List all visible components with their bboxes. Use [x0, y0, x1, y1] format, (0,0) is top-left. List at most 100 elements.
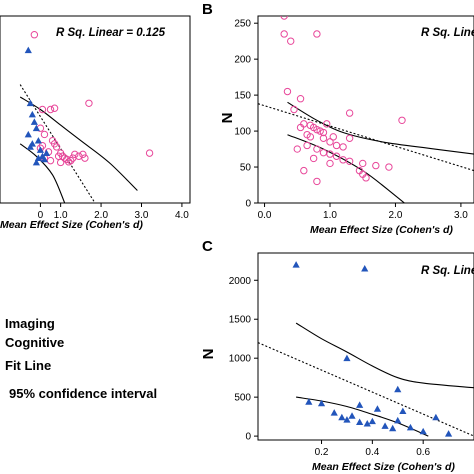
imaging-point — [313, 145, 321, 153]
panel-a-frame — [0, 15, 191, 204]
cognitive-point — [363, 420, 371, 427]
cognitive-point — [356, 401, 364, 408]
imaging-point — [316, 127, 324, 135]
cognitive-point — [399, 407, 407, 415]
imaging-point — [50, 104, 59, 112]
cognitive-point — [343, 416, 351, 423]
cognitive-point — [381, 422, 389, 429]
cognitive-point — [406, 423, 415, 431]
x-tick-label: 0.2 — [315, 447, 329, 458]
imaging-point — [46, 105, 55, 114]
imaging-point — [303, 141, 311, 150]
cognitive-point — [36, 146, 45, 153]
y-tick-label: 0 — [245, 432, 251, 443]
panel-a-title: R Sq. Linear = 0.125 — [56, 27, 166, 39]
y-tick-label: 1000 — [229, 354, 252, 365]
imaging-point — [145, 149, 154, 157]
imaging-point — [313, 30, 321, 38]
imaging-point — [313, 125, 321, 134]
x-tick-label: 0.4 — [365, 447, 379, 458]
panel-b-axis-ticks: 0.0 1.0 2.0 3.0 0 50 100 150 200 250 — [234, 19, 468, 221]
y-tick-label: 100 — [234, 127, 251, 138]
panel-b-y-axis-label: N — [219, 113, 236, 124]
panel-b-title: R Sq. Linear — [421, 27, 474, 39]
cognitive-point — [28, 110, 36, 118]
cognitive-point — [34, 154, 43, 161]
imaging-point — [280, 16, 288, 20]
imaging-point — [319, 134, 328, 142]
imaging-point — [332, 152, 341, 160]
y-tick-label: 500 — [234, 393, 251, 404]
cognitive-point — [42, 149, 51, 157]
panel-b-plot-area — [258, 16, 474, 203]
legend-item-fit-line: Fit Line — [5, 358, 51, 373]
y-tick-label: 200 — [234, 55, 251, 66]
legend-item-cognitive: Cognitive — [5, 335, 64, 350]
imaging-point — [81, 154, 89, 162]
imaging-point — [362, 174, 370, 182]
imaging-point — [296, 123, 305, 132]
imaging-point — [67, 156, 75, 165]
cognitive-point — [343, 354, 351, 362]
imaging-point — [345, 134, 354, 142]
imaging-point — [85, 99, 93, 107]
imaging-point — [332, 141, 341, 150]
cognitive-point — [330, 409, 338, 416]
cognitive-point — [34, 137, 43, 144]
panel-c-frame — [257, 252, 474, 441]
imaging-point — [329, 133, 337, 141]
x-tick-label: 1.0 — [54, 210, 68, 221]
imaging-point — [300, 166, 308, 175]
imaging-point — [345, 157, 354, 165]
x-tick-label: 4.0 — [175, 210, 189, 221]
imaging-point — [52, 143, 61, 151]
imaging-point — [323, 120, 331, 128]
ci-lower-line — [287, 134, 406, 203]
panel-c: C R Sq. Linear N 0.2 0.4 0.6 0 500 1000 1500 20… — [200, 238, 474, 473]
cognitive-point — [394, 416, 402, 424]
imaging-point — [65, 158, 73, 166]
imaging-point — [339, 143, 347, 151]
imaging-point — [385, 163, 393, 171]
imaging-point — [326, 150, 334, 158]
y-tick-label: 0 — [245, 199, 251, 210]
cognitive-point — [30, 118, 38, 125]
panel-a-plot-area — [19, 31, 154, 203]
panel-a-x-axis-label: Mean Effect Size (Cohen's d) — [0, 219, 143, 231]
cognitive-point — [26, 143, 34, 150]
imaging-point — [30, 31, 39, 39]
imaging-point — [309, 154, 318, 163]
x-tick-label: 0.6 — [416, 447, 430, 458]
ci-upper-line — [295, 322, 474, 389]
imaging-point — [283, 87, 292, 96]
panel-c-x-axis-label: Mean Effect Size (Cohen's d) — [312, 461, 455, 473]
x-tick-label: 2.0 — [94, 210, 108, 221]
cognitive-point — [419, 427, 427, 435]
panel-c-title: R Sq. Linear — [421, 265, 474, 277]
cognitive-point — [389, 424, 397, 432]
imaging-point — [345, 109, 354, 117]
cognitive-point — [338, 413, 346, 421]
y-tick-label: 1500 — [229, 315, 252, 326]
cognitive-point — [305, 398, 313, 405]
imaging-point — [398, 116, 406, 124]
cognitive-point — [32, 124, 40, 132]
cognitive-point — [292, 261, 300, 268]
cognitive-point — [356, 418, 364, 425]
imaging-point — [313, 177, 321, 186]
x-tick-label: 3.0 — [454, 210, 468, 221]
panel-c-label: C — [202, 238, 213, 255]
imaging-point — [46, 156, 55, 165]
cognitive-point — [24, 130, 32, 138]
imaging-point — [293, 145, 301, 153]
x-tick-label: 0.0 — [258, 210, 272, 221]
imaging-point — [79, 150, 87, 159]
cognitive-point — [26, 99, 34, 107]
imaging-point — [75, 152, 83, 160]
x-tick-label: 0 — [38, 210, 44, 221]
x-tick-label: 2.0 — [389, 210, 403, 221]
imaging-point — [38, 105, 47, 114]
ci-upper-line — [19, 96, 138, 191]
legend: Imaging Cognitive Fit Line 95% confidenc… — [5, 316, 157, 401]
imaging-point — [306, 133, 315, 141]
